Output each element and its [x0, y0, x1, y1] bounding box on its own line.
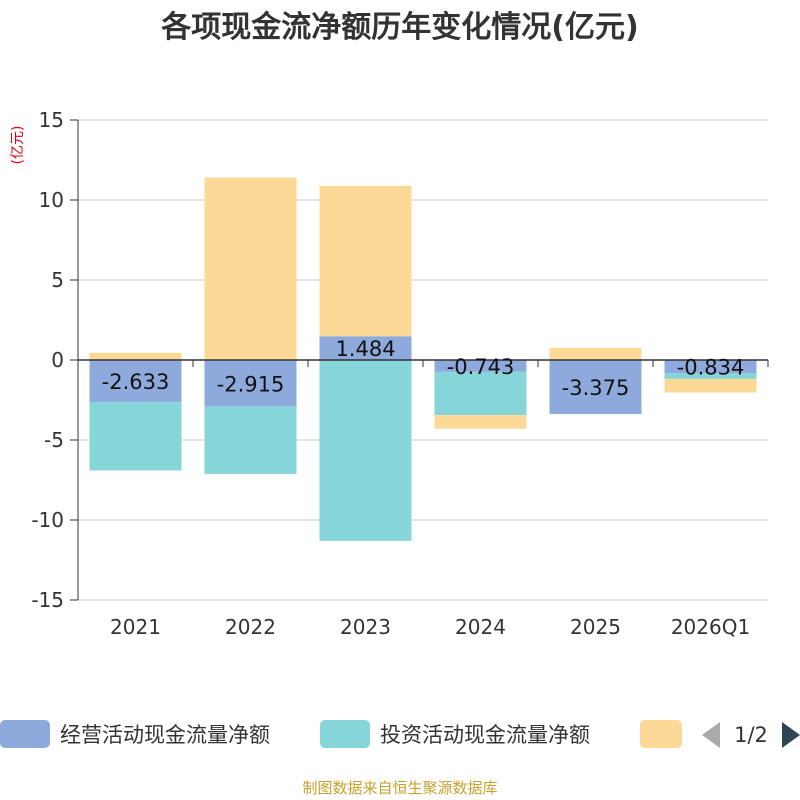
legend-swatch-financing[interactable]: [640, 720, 682, 748]
data-labels: -2.633 -2.915 1.484 -0.743 -3.375 -0.834: [102, 337, 745, 400]
y-tick-label--15: -15: [31, 588, 64, 612]
bar-2021-series1: [89, 360, 182, 403]
data-label-2026Q1: -0.834: [677, 356, 745, 380]
x-tick-label-2022: 2022: [225, 615, 276, 639]
x-tick-label-2025: 2025: [570, 615, 621, 639]
y-tick-label-15: 15: [39, 108, 64, 132]
bars: [89, 177, 757, 541]
bar-2022-series1: [204, 360, 297, 407]
bar-2021-series2: [89, 402, 182, 471]
data-label-2021: -2.633: [102, 370, 170, 394]
x-tick-label-2024: 2024: [455, 615, 506, 639]
chart-title: 各项现金流净额历年变化情况(亿元): [160, 10, 638, 45]
data-label-2023: 1.484: [335, 337, 395, 361]
legend-prev-arrow-icon[interactable]: [702, 722, 720, 748]
data-label-2024: -0.743: [447, 355, 515, 379]
y-axis-unit: (亿元): [10, 126, 26, 165]
bar-2023-series1: [319, 336, 412, 360]
bar-2026Q1-series2: [664, 373, 757, 379]
x-tick-label-2023: 2023: [340, 615, 391, 639]
bar-2021-series3: [89, 352, 182, 360]
y-tick-label-5: 5: [51, 268, 64, 292]
tick-labels: 15 10 5 0 -5 -10 -15 2021 2022 2023 2024 2025 2026Q1: [31, 108, 750, 639]
legend: 经营活动现金流量净额 投资活动现金流量净额 1/2: [0, 720, 800, 748]
legend-page-indicator: 1/2: [734, 723, 768, 747]
bar-2023-series3: [319, 185, 412, 337]
y-tick-label-10: 10: [39, 188, 64, 212]
y-tick-label--5: -5: [44, 428, 64, 452]
bar-2022-series2: [204, 406, 297, 474]
axes: [77, 120, 769, 600]
bar-2025-series1: [549, 360, 642, 414]
legend-label-investing[interactable]: 投资活动现金流量净额: [380, 723, 590, 747]
bar-2024-series1: [434, 360, 527, 372]
bar-2022-series3: [204, 177, 297, 360]
legend-next-arrow-icon[interactable]: [782, 722, 800, 748]
y-tick-label-0: 0: [51, 348, 64, 372]
bar-2026Q1-series3: [664, 378, 757, 393]
legend-swatch-investing[interactable]: [320, 720, 370, 748]
bar-2024-series3: [434, 415, 527, 429]
source-note: 制图数据来自恒生聚源数据库: [302, 779, 497, 797]
bar-2025-series3: [549, 348, 642, 360]
data-label-2022: -2.915: [217, 372, 285, 396]
bar-2024-series2: [434, 371, 527, 416]
bar-2023-series2: [319, 360, 412, 541]
bar-2026Q1-series1: [664, 360, 757, 374]
data-label-2025: -3.375: [562, 376, 630, 400]
x-tick-label-2021: 2021: [110, 615, 161, 639]
legend-swatch-operating[interactable]: [0, 720, 50, 748]
y-tick-label--10: -10: [31, 508, 64, 532]
legend-label-operating[interactable]: 经营活动现金流量净额: [60, 723, 270, 747]
x-tick-label-2026Q1: 2026Q1: [671, 615, 750, 639]
